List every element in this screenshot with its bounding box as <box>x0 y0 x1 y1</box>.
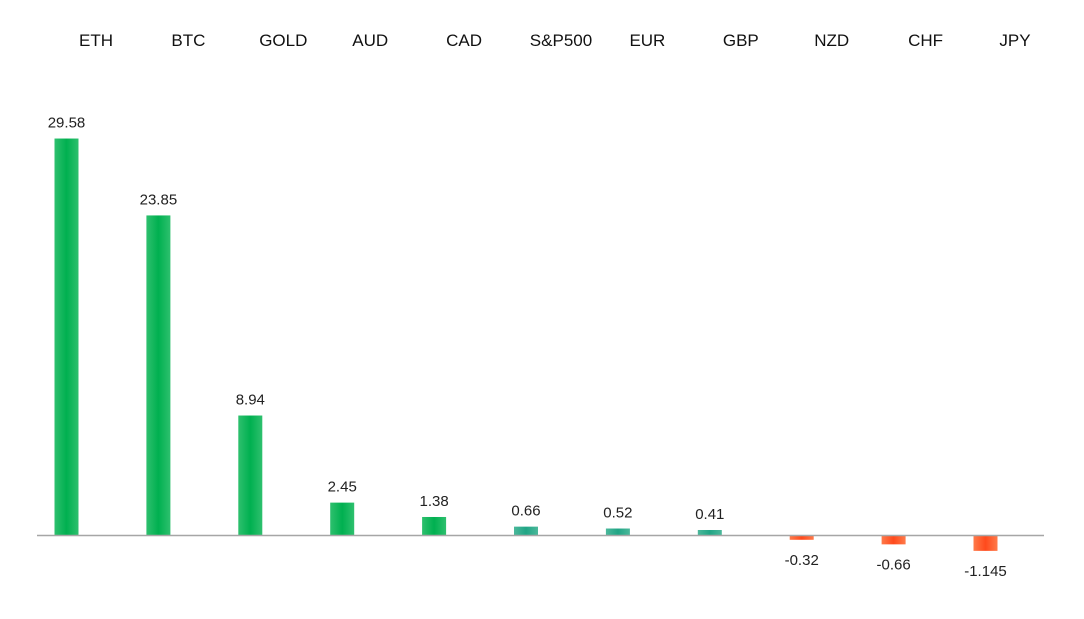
category-label-sp500: S&P500 <box>530 31 592 50</box>
value-labels: 29.58 23.85 8.94 2.45 1.38 0.66 0.52 0.41 -0.32 -… <box>48 115 1007 580</box>
category-label-gold: GOLD <box>259 31 307 50</box>
category-label-jpy: JPY <box>999 31 1030 50</box>
category-label-nzd: NZD <box>814 31 849 50</box>
bar-nzd <box>789 535 814 540</box>
bar-gold <box>238 415 263 536</box>
bar-aud <box>330 502 355 536</box>
category-label-eur: EUR <box>629 31 665 50</box>
value-label-cad: 1.38 <box>419 493 448 510</box>
category-label-eth: ETH <box>79 31 113 50</box>
value-label-eur: 0.52 <box>603 505 632 522</box>
value-label-chf: -0.66 <box>876 556 910 573</box>
bar-btc <box>146 215 171 536</box>
bar-jpy <box>973 535 998 551</box>
category-label-cad: CAD <box>446 31 482 50</box>
bar-eth <box>54 138 79 536</box>
value-label-gold: 8.94 <box>236 392 265 409</box>
value-label-btc: 23.85 <box>140 191 178 208</box>
value-label-eth: 29.58 <box>48 115 86 132</box>
bar-eur <box>605 528 630 536</box>
value-label-gbp: 0.41 <box>695 506 724 523</box>
category-label-aud: AUD <box>352 31 388 50</box>
bars <box>54 138 998 551</box>
bar-gbp <box>697 529 722 536</box>
category-label-chf: CHF <box>908 31 943 50</box>
value-label-nzd: -0.32 <box>785 552 819 569</box>
value-label-aud: 2.45 <box>328 479 357 496</box>
bar-chf <box>881 535 906 545</box>
bar-sp500 <box>514 526 538 536</box>
value-label-sp500: 0.66 <box>511 503 540 520</box>
category-label-btc: BTC <box>171 31 205 50</box>
value-label-jpy: -1.145 <box>964 563 1007 580</box>
bar-cad <box>422 516 447 536</box>
category-labels: ETH BTC GOLD AUD CAD S&P500 EUR GBP NZD CHF JPY <box>79 31 1031 50</box>
category-label-gbp: GBP <box>723 31 759 50</box>
